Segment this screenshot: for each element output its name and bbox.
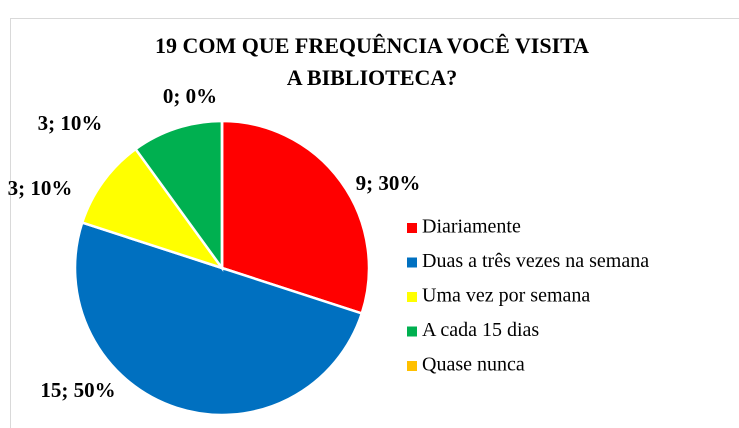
data-label: 9; 30% (356, 171, 421, 195)
data-label: 3; 10% (8, 176, 73, 200)
legend-marker (407, 292, 417, 302)
pie-slice (220, 119, 371, 316)
data-label: 3; 10% (38, 111, 103, 135)
legend-marker (407, 223, 417, 233)
data-label: 15; 50% (40, 378, 115, 402)
pie-slice (80, 147, 226, 271)
pie-slice (133, 119, 224, 272)
data-label: 0; 0% (163, 84, 217, 108)
chart-title: A BIBLIOTECA? (287, 65, 458, 90)
pie-slice (73, 220, 364, 416)
legend-label: Quase nunca (422, 354, 525, 376)
legend-label: A cada 15 dias (422, 319, 539, 341)
legend-marker (407, 257, 417, 268)
legend-label: Diariamente (422, 216, 521, 238)
legend-label: Uma vez por semana (422, 285, 590, 307)
legend-marker (407, 361, 417, 371)
legend-label: Duas a três vezes na semana (422, 250, 649, 272)
legend-marker (407, 326, 417, 337)
chart-title: 19 COM QUE FREQUÊNCIA VOCÊ VISITA (155, 33, 589, 58)
